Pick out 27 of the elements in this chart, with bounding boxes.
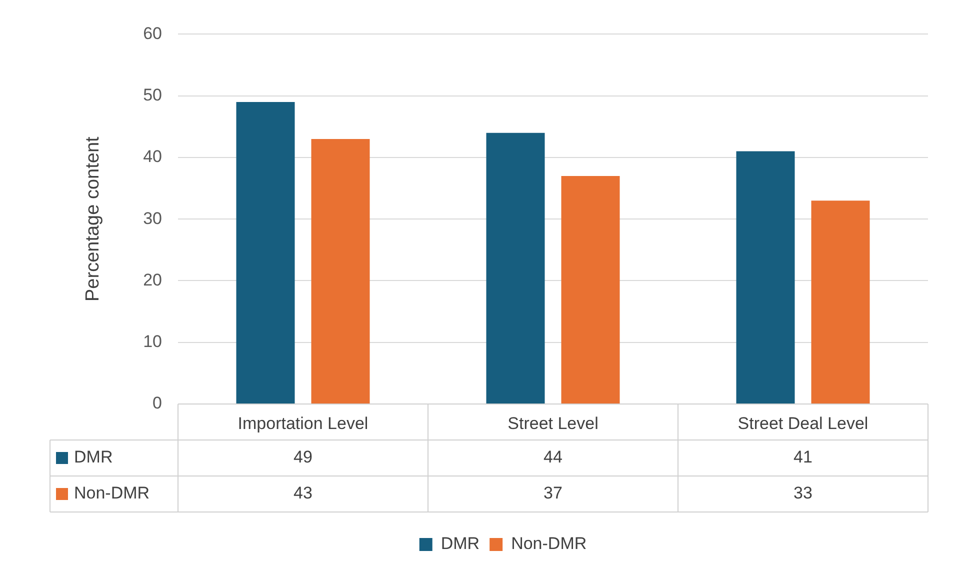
bar: [236, 102, 295, 404]
bar: [311, 138, 370, 404]
text: Non-DMR: [74, 484, 150, 503]
data-label: 44: [544, 448, 562, 467]
bar: [736, 151, 795, 404]
y-axis-title: Percentage content: [82, 136, 104, 302]
x-tick-label: Importation Level: [238, 414, 368, 433]
legend-label: DMR: [440, 534, 480, 554]
y-tick-label: 50: [143, 86, 162, 105]
bar: [811, 200, 870, 404]
y-tick-label: 60: [143, 24, 162, 43]
y-tick-label: 30: [143, 208, 162, 228]
data-label: 41: [794, 448, 812, 467]
x-tick-label: Street Level: [508, 414, 598, 433]
data-label: 37: [544, 484, 562, 503]
data-label: 33: [794, 484, 812, 503]
y-tick-label: 20: [143, 270, 162, 290]
y-tick-label: 40: [143, 147, 162, 166]
bar: [561, 176, 620, 404]
legend-label: Non-DMR: [511, 534, 587, 554]
text: DMR: [74, 448, 113, 467]
x-tick-label: Street Deal Level: [738, 414, 868, 433]
y-tick-label: 0: [152, 394, 162, 413]
bar: [486, 132, 545, 404]
data-label: 43: [294, 484, 312, 503]
y-tick-label: 10: [143, 332, 162, 352]
data-label: 49: [294, 448, 312, 467]
